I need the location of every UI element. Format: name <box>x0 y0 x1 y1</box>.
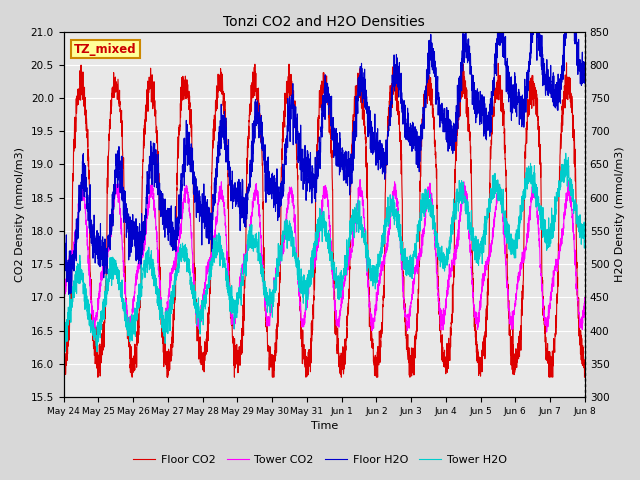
Line: Floor CO2: Floor CO2 <box>63 63 585 377</box>
Tower CO2 <box>287 184 295 190</box>
Floor CO2 <box>94 374 102 380</box>
Floor CO2 <box>287 96 295 101</box>
Floor CO2 <box>60 357 67 363</box>
Floor H2O <box>126 235 134 241</box>
Floor H2O <box>395 78 403 84</box>
Y-axis label: CO2 Density (mmol/m3): CO2 Density (mmol/m3) <box>15 147 25 282</box>
Tower CO2 <box>126 318 134 324</box>
Tower H2O <box>126 334 134 340</box>
Tower H2O <box>292 254 300 260</box>
Tower H2O <box>581 228 589 234</box>
Tower H2O <box>417 211 425 217</box>
Floor H2O <box>292 140 300 146</box>
Floor H2O <box>65 292 73 298</box>
Line: Tower H2O: Tower H2O <box>63 153 585 352</box>
Tower H2O <box>93 349 101 355</box>
Floor H2O <box>581 80 589 86</box>
Tower CO2 <box>292 233 300 239</box>
Floor H2O <box>60 250 67 256</box>
Tower H2O <box>333 277 340 283</box>
Legend: Floor CO2, Tower CO2, Floor H2O, Tower H2O: Floor CO2, Tower CO2, Floor H2O, Tower H… <box>129 451 511 469</box>
Tower H2O <box>395 228 403 234</box>
Floor CO2 <box>417 141 425 146</box>
Tower CO2 <box>356 177 364 182</box>
Y-axis label: H2O Density (mmol/m3): H2O Density (mmol/m3) <box>615 146 625 282</box>
Line: Tower CO2: Tower CO2 <box>63 180 585 334</box>
Floor CO2 <box>292 124 300 130</box>
Tower CO2 <box>418 241 426 247</box>
Floor CO2 <box>563 60 570 66</box>
Title: Tonzi CO2 and H2O Densities: Tonzi CO2 and H2O Densities <box>223 15 425 29</box>
Floor CO2 <box>333 320 340 326</box>
Floor CO2 <box>395 106 403 112</box>
Floor H2O <box>417 137 425 143</box>
Tower H2O <box>60 326 67 332</box>
Tower CO2 <box>60 305 67 311</box>
X-axis label: Time: Time <box>310 421 338 432</box>
Tower CO2 <box>581 297 589 303</box>
Text: TZ_mixed: TZ_mixed <box>74 43 136 56</box>
Floor CO2 <box>581 369 589 374</box>
Floor CO2 <box>126 365 134 371</box>
Floor H2O <box>461 29 469 35</box>
Tower CO2 <box>160 331 168 336</box>
Tower CO2 <box>395 218 403 224</box>
Floor H2O <box>287 95 295 101</box>
Line: Floor H2O: Floor H2O <box>63 32 585 295</box>
Tower H2O <box>287 225 295 230</box>
Floor H2O <box>333 162 340 168</box>
Tower H2O <box>562 150 570 156</box>
Tower CO2 <box>333 313 340 319</box>
